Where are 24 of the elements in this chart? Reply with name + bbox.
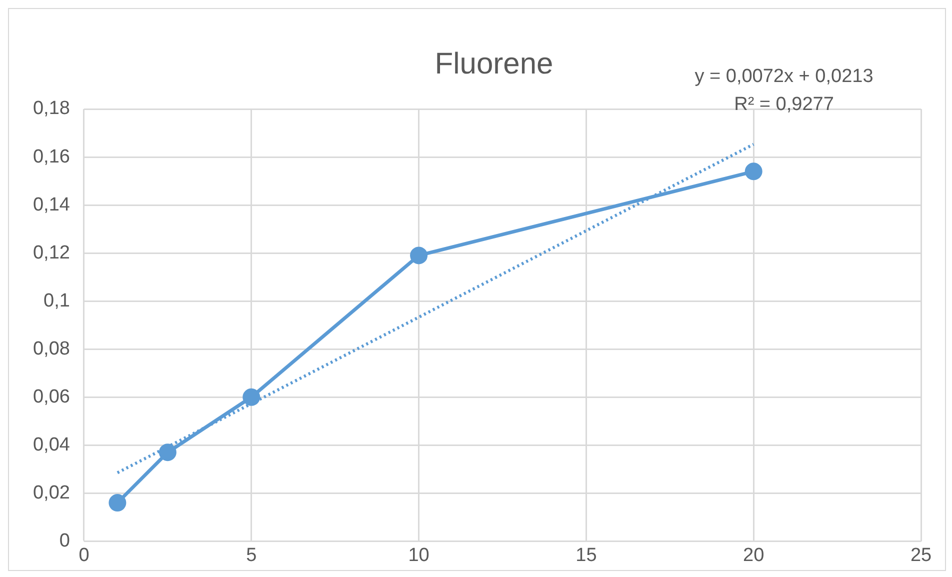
y-tick-label: 0,08: [32, 338, 70, 360]
chart-title: Fluorene: [434, 47, 554, 80]
y-tick-label: 0,12: [32, 242, 70, 264]
y-tick-label: 0,04: [32, 434, 70, 456]
x-tick-label: 10: [408, 544, 430, 566]
y-tick-label: 0,1: [44, 290, 70, 312]
y-tick-label: 0,16: [32, 146, 70, 168]
point: [744, 162, 762, 180]
text: y = 0,0072x + 0,0213: [694, 66, 874, 88]
x-tick-label: 15: [576, 544, 597, 566]
y-tick-label: 0,02: [32, 482, 70, 504]
point: [158, 444, 176, 462]
point: [242, 388, 260, 406]
point: [108, 494, 126, 512]
x-tick-label: 5: [246, 544, 257, 566]
annotation: R² = 0,9277: [734, 94, 834, 116]
point: [410, 246, 428, 264]
x-tick-label: 20: [743, 544, 764, 566]
y-tick-label: 0,18: [32, 98, 70, 120]
y-tick-label: 0,14: [32, 194, 70, 216]
y-tick-label: 0,06: [32, 386, 70, 408]
x-tick-label: 0: [78, 544, 90, 566]
x-tick-label: 25: [910, 544, 932, 566]
y-tick-label: 0: [59, 530, 70, 552]
